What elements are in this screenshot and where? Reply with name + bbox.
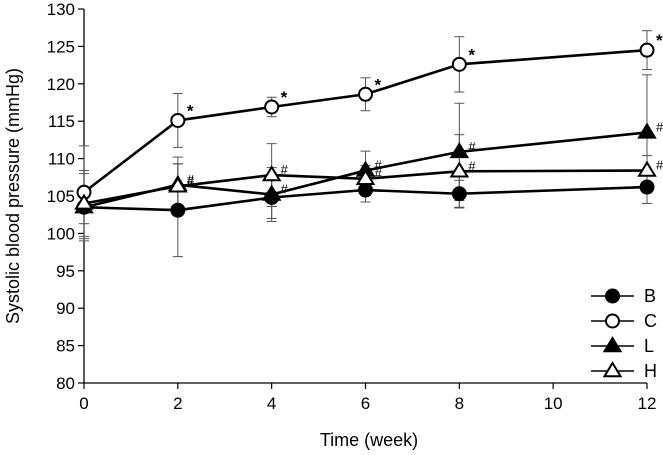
annotation-h: # — [656, 158, 663, 173]
annotation-l: # — [656, 119, 663, 134]
annotation-h: # — [281, 162, 289, 177]
data-point-l — [261, 184, 282, 201]
x-tick-label: 10 — [544, 394, 563, 413]
y-tick-label: 90 — [56, 299, 75, 318]
y-tick-label: 95 — [56, 262, 75, 281]
x-tick-label: 0 — [79, 394, 88, 413]
data-point-b — [358, 182, 373, 198]
y-tick-label: 80 — [56, 374, 75, 393]
axes: 80 85 90 95 100 105 110 115 120 125 130 0 2 4 6 8 10 12 — [47, 0, 657, 413]
x-tick-label: 4 — [267, 394, 276, 413]
series-line-h — [83, 169, 648, 205]
x-tick-label: 12 — [638, 394, 657, 413]
y-tick-label: 115 — [48, 112, 75, 131]
y-tick-label: 85 — [56, 337, 75, 356]
series-line-c — [83, 48, 648, 194]
x-tick-label: 6 — [361, 394, 370, 413]
legend-label-c: C — [644, 311, 657, 331]
annotation-h: # — [375, 166, 383, 181]
data-point-b — [451, 186, 467, 202]
annotation-c: * — [187, 101, 194, 120]
legend-marker-c — [605, 313, 620, 329]
data-point-l — [449, 141, 470, 159]
data-point-h — [74, 193, 94, 210]
legend-marker-l — [602, 336, 623, 353]
legend-marker-h — [602, 361, 623, 378]
annotation-c: * — [656, 31, 663, 50]
legend-label-h: H — [644, 361, 657, 381]
annotation-l: # — [375, 158, 383, 173]
annotation-h: # — [187, 173, 195, 188]
y-tick-label: 130 — [47, 0, 75, 19]
x-axis-label: Time (week) — [320, 430, 418, 450]
x-tick-label: 2 — [173, 394, 182, 413]
data-point-h — [637, 160, 657, 177]
data-point-h — [261, 165, 282, 182]
y-tick-label: 120 — [47, 75, 75, 94]
error-bars — [79, 30, 652, 258]
y-tick-label: 100 — [47, 224, 75, 243]
data-point-l — [637, 122, 657, 139]
annotation-l: # — [187, 172, 195, 187]
data-point-b — [639, 179, 655, 195]
data-point-b — [170, 202, 186, 218]
significance-annotations: *****####### # # # — [187, 31, 663, 196]
y-axis-label: Systolic blood pressure (mmHg) — [3, 68, 23, 324]
legend-label-l: L — [644, 336, 654, 356]
series-lines — [83, 48, 648, 212]
data-point-h — [355, 168, 376, 185]
annotation-h: # — [468, 158, 476, 173]
data-point-c — [170, 112, 186, 128]
legend-marker-b — [605, 288, 620, 304]
series-line-b — [83, 185, 648, 212]
data-point-c — [358, 86, 373, 102]
annotation-c: * — [468, 45, 475, 64]
legend-label-b: B — [644, 286, 656, 306]
data-point-c — [451, 56, 467, 72]
data-point-h — [449, 161, 470, 178]
data-point-c — [264, 99, 280, 115]
annotation-c: * — [375, 75, 382, 94]
annotation-l: # — [468, 139, 476, 154]
x-tick-label: 8 — [455, 394, 464, 413]
y-tick-label: 110 — [48, 150, 75, 169]
data-point-h — [168, 176, 188, 193]
data-point-c — [639, 42, 655, 58]
annotation-c: * — [281, 88, 288, 107]
y-tick-label: 105 — [47, 187, 75, 206]
data-markers — [74, 42, 657, 218]
annotation-l: # — [281, 182, 289, 197]
y-tick-label: 125 — [47, 37, 75, 56]
